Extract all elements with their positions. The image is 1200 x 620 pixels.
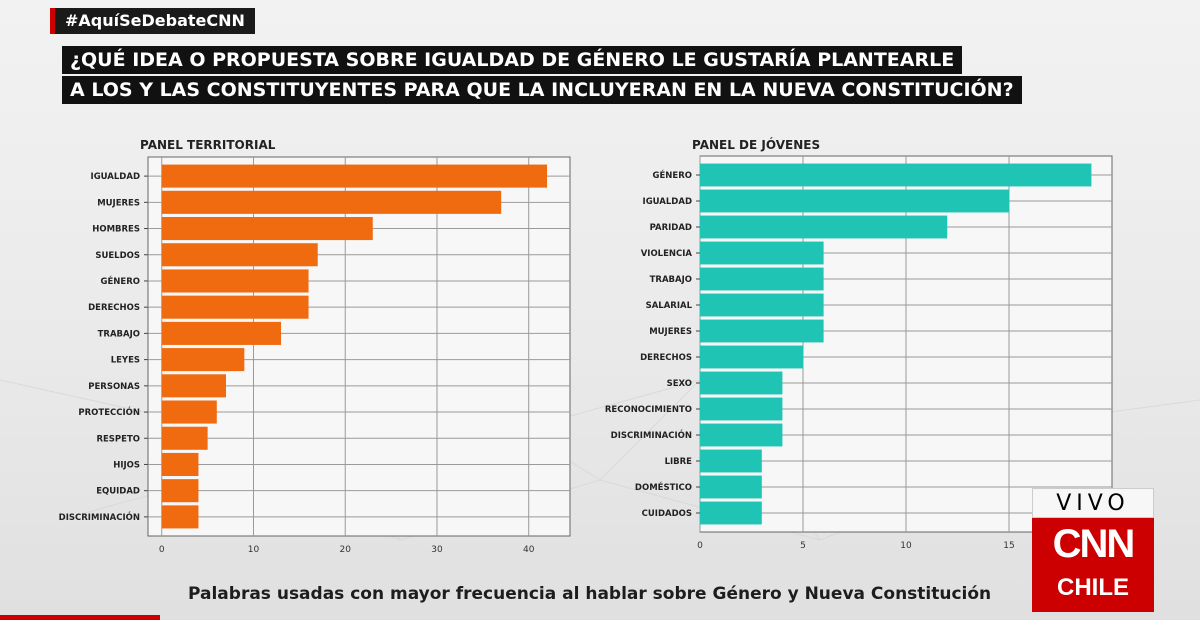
bar-jovenes-derechos	[700, 345, 803, 369]
category-label-jovenes-derechos: DERECHOS	[640, 353, 692, 363]
live-label: VIVO	[1032, 488, 1154, 518]
x-tick-label-territorial: 40	[523, 545, 535, 555]
category-label-jovenes-paridad: PARIDAD	[650, 223, 692, 233]
category-label-territorial-respeto: RESPETO	[96, 434, 140, 444]
cnn-logo-box: CNN CHILE	[1032, 518, 1154, 612]
bar-jovenes-genero	[700, 163, 1092, 187]
bar-territorial-trabajo	[161, 321, 282, 345]
bar-territorial-igualdad	[161, 164, 548, 188]
question-line-1: ¿QUÉ IDEA O PROPUESTA SOBRE IGUALDAD DE …	[62, 46, 963, 74]
bar-territorial-sueldos	[161, 243, 318, 267]
category-label-jovenes-sexo: SEXO	[667, 379, 692, 389]
bar-jovenes-sexo	[700, 371, 783, 395]
category-label-jovenes-mujeres: MUJERES	[649, 327, 692, 337]
x-tick-label-jovenes: 10	[900, 541, 912, 551]
category-label-territorial-equidad: EQUIDAD	[96, 487, 140, 497]
bar-jovenes-mujeres	[700, 319, 824, 343]
cnn-logo: CNN	[1052, 522, 1136, 566]
bar-jovenes-violencia	[700, 241, 824, 265]
x-tick-label-territorial: 0	[159, 545, 165, 555]
category-label-jovenes-violencia: VIOLENCIA	[641, 249, 693, 259]
question-title: ¿QUÉ IDEA O PROPUESTA SOBRE IGUALDAD DE …	[62, 46, 1022, 106]
x-tick-label-jovenes: 15	[1003, 541, 1014, 551]
bar-territorial-equidad	[161, 479, 199, 503]
category-label-territorial-genero: GÉNERO	[101, 275, 140, 287]
x-tick-label-territorial: 30	[431, 545, 443, 555]
bar-territorial-hombres	[161, 217, 373, 241]
x-tick-label-jovenes: 5	[800, 541, 806, 551]
bar-jovenes-trabajo	[700, 267, 824, 291]
bar-jovenes-cuidados	[700, 501, 762, 525]
bar-territorial-respeto	[161, 426, 208, 450]
bar-territorial-discriminacion	[161, 505, 199, 529]
category-label-territorial-hijos: HIJOS	[113, 460, 140, 470]
question-line-2: A LOS Y LAS CONSTITUYENTES PARA QUE LA I…	[62, 76, 1022, 104]
category-label-jovenes-discriminacion: DISCRIMINACIÓN	[611, 429, 692, 441]
category-label-jovenes-salarial: SALARIAL	[646, 301, 693, 311]
bottom-accent-bar	[0, 615, 160, 620]
category-label-jovenes-trabajo: TRABAJO	[650, 275, 692, 285]
bar-jovenes-paridad	[700, 215, 948, 239]
category-label-territorial-hombres: HOMBRES	[92, 225, 140, 235]
category-label-jovenes-domestico: DOMÉSTICO	[635, 481, 692, 493]
bar-jovenes-libre	[700, 449, 762, 473]
bar-jovenes-discriminacion	[700, 423, 783, 447]
category-label-territorial-mujeres: MUJERES	[97, 198, 140, 208]
category-label-jovenes-igualdad: IGUALDAD	[643, 197, 692, 207]
bar-territorial-proteccion	[161, 400, 217, 424]
category-label-jovenes-reconocimiento: RECONOCIMIENTO	[605, 405, 692, 415]
cnn-chile-live-badge: VIVO CNN CHILE	[1032, 488, 1154, 612]
x-tick-label-jovenes: 0	[697, 541, 703, 551]
category-label-jovenes-cuidados: CUIDADOS	[642, 509, 692, 519]
panel-jovenes-title: PANEL DE JÓVENES	[692, 138, 821, 152]
category-label-territorial-leyes: LEYES	[111, 356, 140, 366]
hashtag-label: #AquíSeDebateCNN	[50, 8, 255, 34]
bar-jovenes-reconocimiento	[700, 397, 783, 421]
bar-territorial-personas	[161, 374, 226, 398]
x-tick-label-territorial: 20	[340, 545, 352, 555]
category-label-jovenes-genero: GÉNERO	[653, 169, 692, 181]
category-label-territorial-derechos: DERECHOS	[88, 303, 140, 313]
category-label-territorial-discriminacion: DISCRIMINACIÓN	[59, 511, 140, 523]
category-label-jovenes-libre: LIBRE	[665, 457, 693, 467]
bar-territorial-leyes	[161, 348, 245, 372]
category-label-territorial-proteccion: PROTECCIÓN	[78, 406, 140, 418]
chart-caption: Palabras usadas con mayor frecuencia al …	[188, 584, 992, 604]
category-label-territorial-igualdad: IGUALDAD	[91, 172, 140, 182]
region-label: CHILE	[1057, 574, 1129, 601]
bar-territorial-genero	[161, 269, 309, 293]
bar-jovenes-igualdad	[700, 189, 1009, 213]
bar-territorial-mujeres	[161, 190, 502, 214]
x-tick-label-territorial: 10	[248, 545, 260, 555]
bar-territorial-hijos	[161, 452, 199, 476]
category-label-territorial-trabajo: TRABAJO	[98, 329, 140, 339]
bar-jovenes-salarial	[700, 293, 824, 317]
category-label-territorial-sueldos: SUELDOS	[95, 251, 140, 261]
panel-territorial-title: PANEL TERRITORIAL	[140, 138, 276, 152]
bar-jovenes-domestico	[700, 475, 762, 499]
category-label-territorial-personas: PERSONAS	[88, 382, 140, 392]
bar-territorial-derechos	[161, 295, 309, 319]
